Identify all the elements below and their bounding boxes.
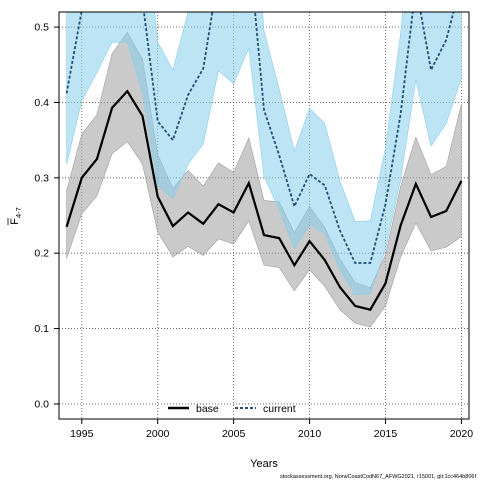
- x-tick-label: 2000: [146, 428, 170, 440]
- footnote: stockassessment.org, NorwCoastCodN67_AFW…: [280, 474, 476, 480]
- y-tick-label: 0.0: [34, 398, 49, 410]
- line-base: [65, 89, 463, 311]
- x-tick-label: 2015: [374, 428, 398, 440]
- y-axis-title-main: F: [9, 218, 21, 225]
- x-axis: 1995 2000 2005 2010 2015 2020: [70, 419, 473, 440]
- x-axis-title: Years: [250, 458, 278, 470]
- legend-base-label: base: [196, 403, 219, 415]
- x-tick-label: 1995: [70, 428, 94, 440]
- y-tick-label: 0.2: [34, 248, 49, 260]
- y-axis-title-subscript: 4-7: [14, 207, 23, 218]
- svg-text:F4-7: F4-7: [9, 207, 23, 225]
- y-tick-label: 0.1: [34, 323, 49, 335]
- y-tick-label: 0.4: [34, 97, 49, 109]
- y-axis-title: F4-7: [7, 207, 23, 225]
- line-current: [65, 12, 455, 264]
- y-tick-label: 0.5: [34, 22, 49, 34]
- x-tick-label: 2020: [450, 428, 474, 440]
- x-tick-label: 2010: [298, 428, 322, 440]
- band-current: [66, 12, 462, 295]
- legend: base current: [168, 403, 296, 415]
- legend-current-label: current: [263, 403, 296, 415]
- band-base: [66, 31, 462, 328]
- plot-area: [58, 11, 470, 420]
- y-axis: 0.0 0.1 0.2 0.3 0.4 0.5: [34, 22, 59, 410]
- series-lines: [65, 12, 463, 311]
- confidence-bands: [66, 12, 462, 328]
- x-tick-label: 2005: [222, 428, 246, 440]
- y-tick-label: 0.3: [34, 172, 49, 184]
